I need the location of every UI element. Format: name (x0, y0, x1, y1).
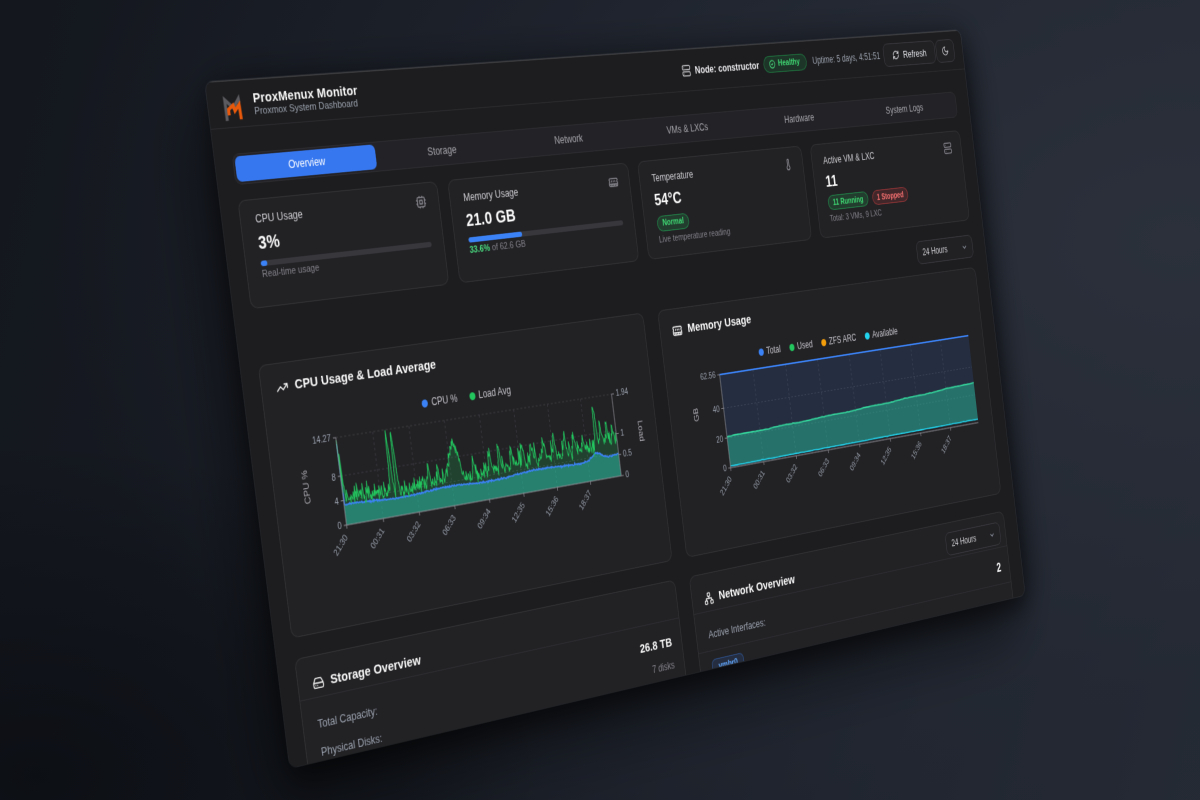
svg-text:GB: GB (692, 407, 701, 422)
svg-text:00:31: 00:31 (752, 468, 766, 491)
svg-text:1: 1 (620, 428, 625, 438)
svg-text:4: 4 (334, 496, 339, 507)
svg-text:03:32: 03:32 (785, 462, 799, 484)
svg-text:18:37: 18:37 (940, 434, 953, 455)
svg-text:21:30: 21:30 (332, 532, 350, 557)
svg-text:0: 0 (625, 470, 630, 480)
svg-text:12:35: 12:35 (879, 445, 892, 467)
svg-text:06:33: 06:33 (817, 456, 831, 478)
svg-text:15:36: 15:36 (910, 439, 923, 461)
svg-text:0: 0 (723, 464, 727, 474)
svg-text:Load: Load (635, 420, 645, 442)
svg-text:40: 40 (712, 404, 720, 415)
svg-text:8: 8 (331, 472, 336, 483)
svg-text:18:37: 18:37 (577, 488, 593, 512)
svg-text:06:33: 06:33 (441, 513, 458, 538)
svg-text:CPU %: CPU % (300, 469, 313, 505)
svg-text:15:36: 15:36 (544, 494, 560, 518)
svg-text:03:32: 03:32 (405, 519, 422, 544)
svg-text:09:34: 09:34 (476, 507, 492, 531)
svg-text:09:34: 09:34 (848, 451, 861, 473)
svg-text:0.5: 0.5 (622, 448, 632, 459)
svg-text:14.27: 14.27 (312, 433, 332, 446)
svg-text:62.56: 62.56 (700, 371, 716, 383)
svg-text:12:35: 12:35 (510, 500, 526, 524)
svg-text:1.94: 1.94 (615, 387, 629, 399)
svg-text:20: 20 (716, 434, 724, 445)
svg-text:00:31: 00:31 (369, 526, 386, 551)
svg-text:21:30: 21:30 (719, 474, 733, 497)
svg-text:0: 0 (337, 521, 342, 532)
